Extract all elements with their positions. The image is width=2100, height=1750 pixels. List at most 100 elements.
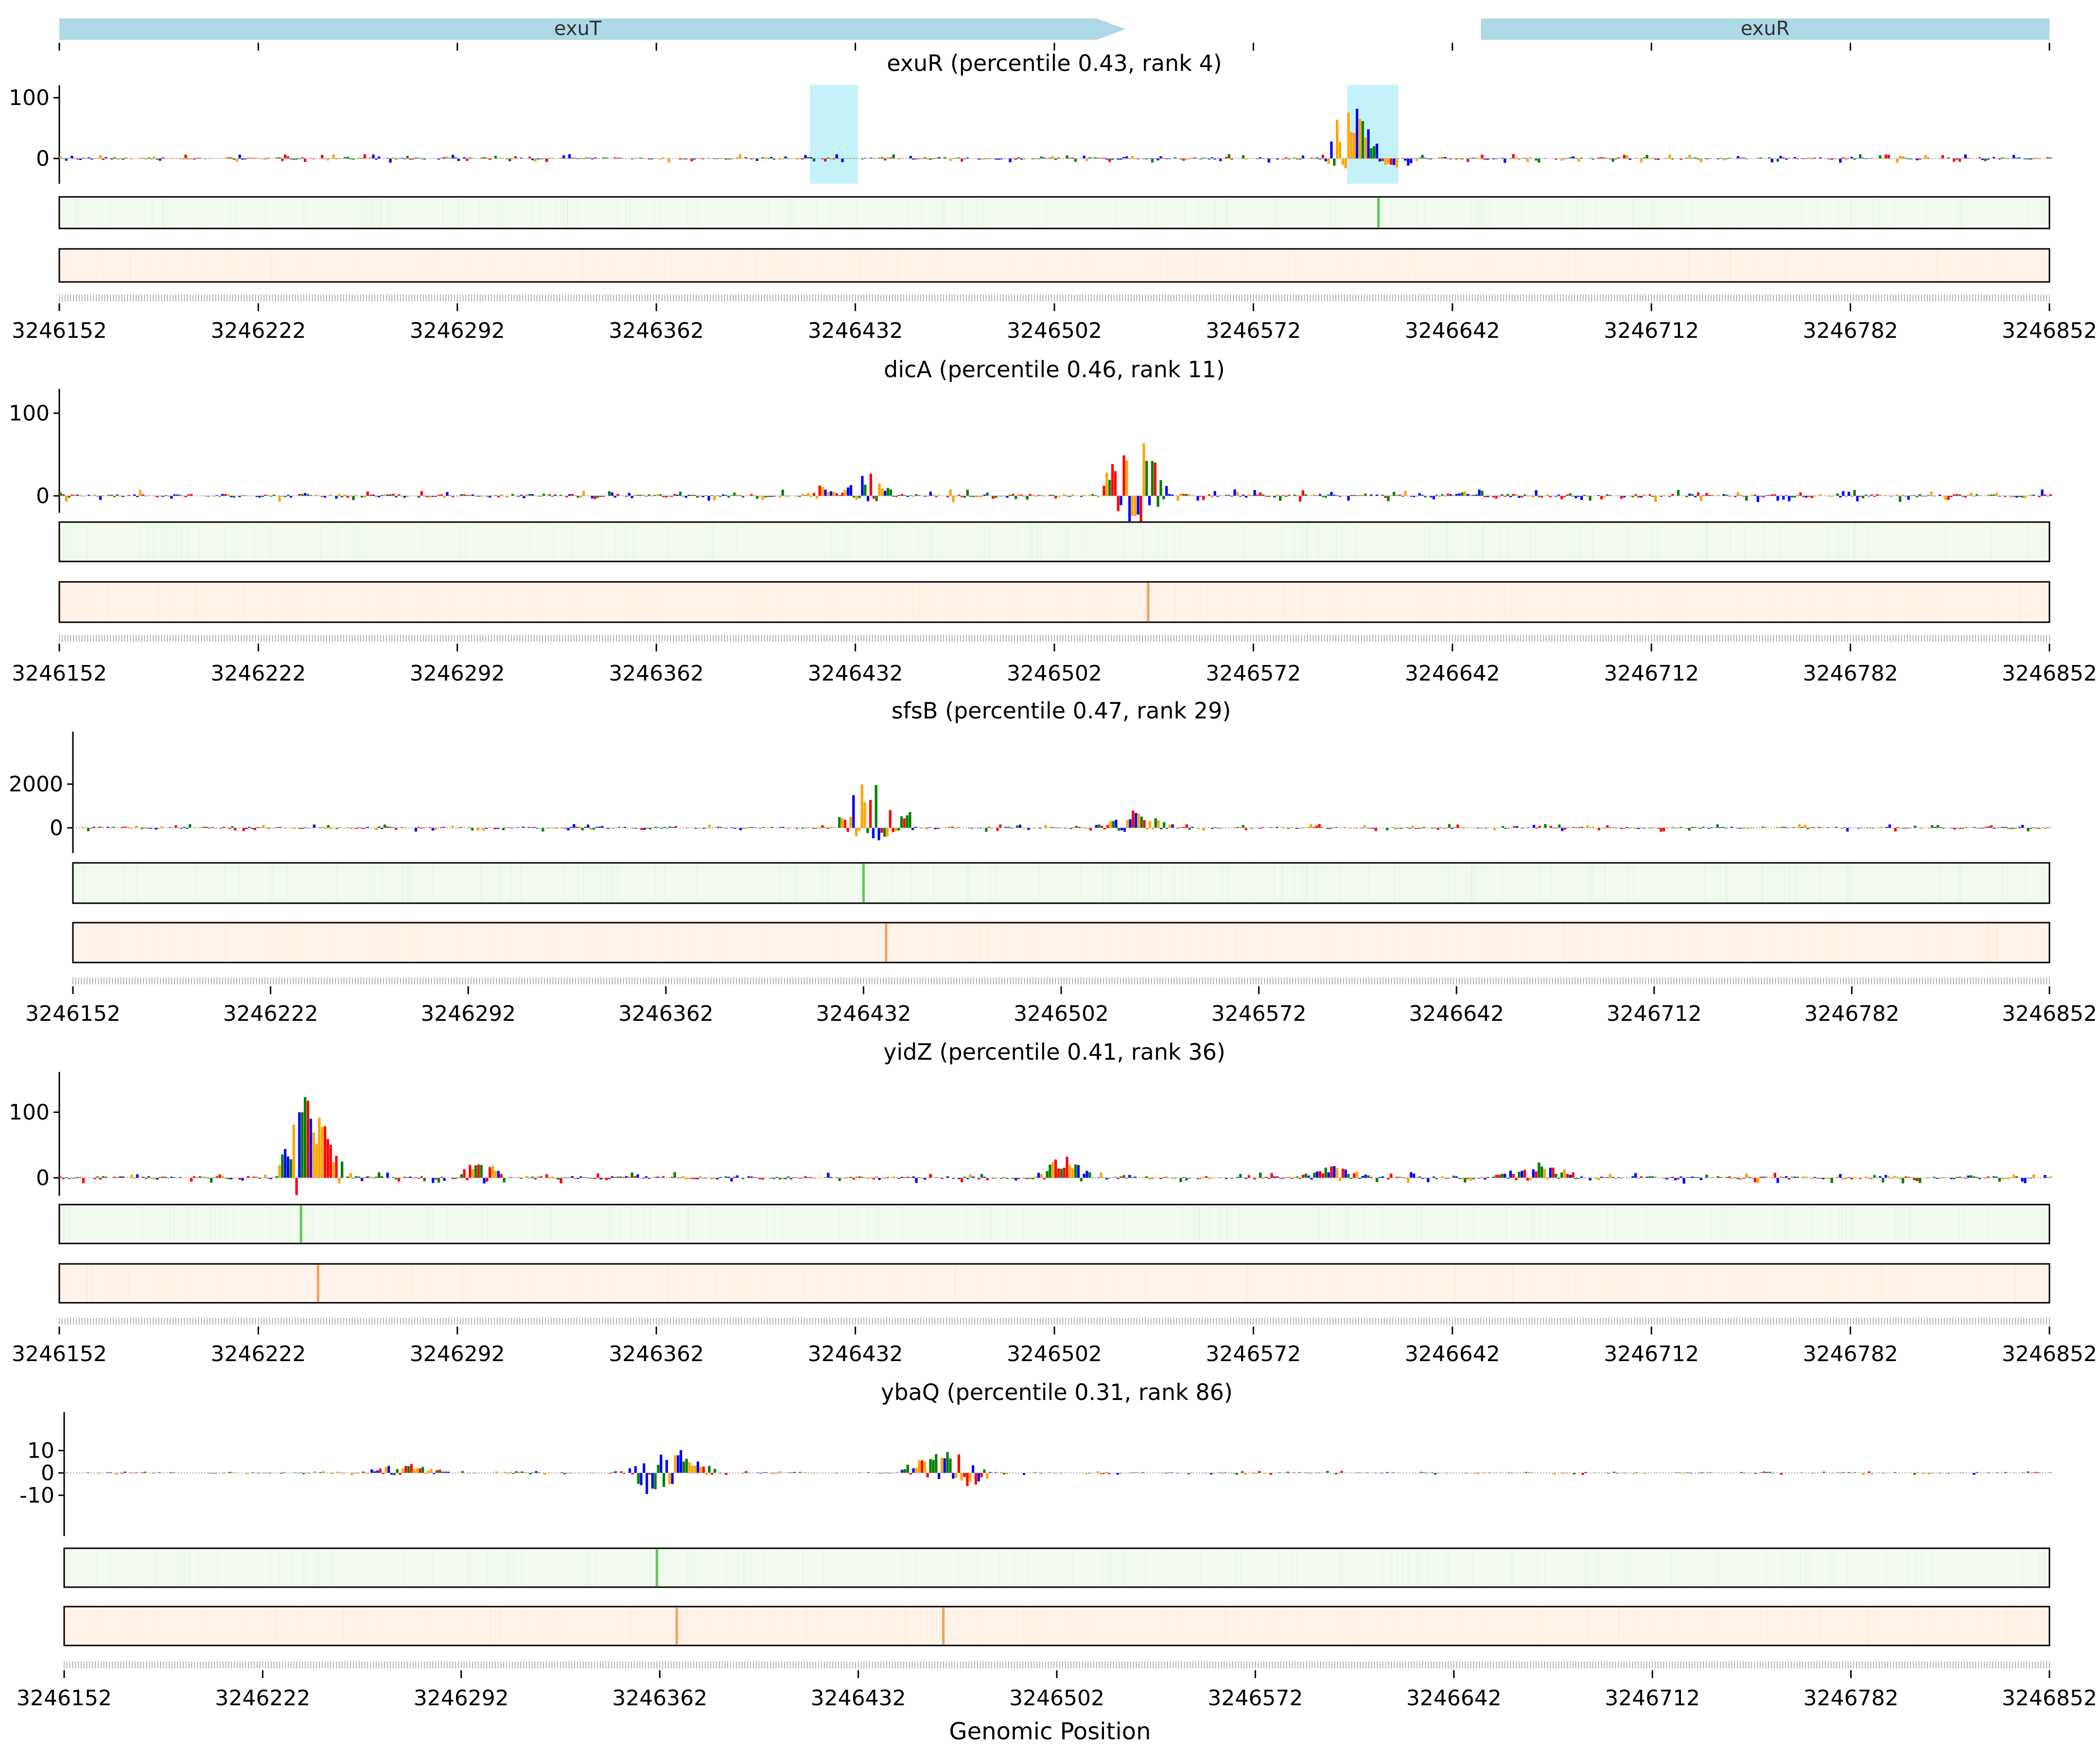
logo-bar xyxy=(872,828,875,839)
logo-bar xyxy=(679,1177,682,1178)
logo-bar xyxy=(229,1178,233,1180)
logo-bar xyxy=(1418,493,1421,496)
logo-bar xyxy=(628,492,630,496)
logo-bar xyxy=(587,824,590,828)
highlight-region xyxy=(810,85,858,184)
logo-bar xyxy=(1790,496,1794,498)
logo-bar xyxy=(290,827,293,828)
logo-bar xyxy=(1284,1177,1287,1178)
logo-bar xyxy=(1270,827,1273,828)
logo-bar xyxy=(1916,496,1919,497)
logo-bar xyxy=(1151,158,1154,163)
logo-bar xyxy=(2049,494,2052,496)
logo-bar xyxy=(528,493,531,496)
logo-bar xyxy=(489,1167,491,1178)
logo-bar xyxy=(452,1178,455,1179)
logo-bar xyxy=(1281,826,1284,828)
logo-bar xyxy=(727,1176,730,1178)
logo-bar xyxy=(1156,496,1159,507)
logo-bar xyxy=(667,158,670,163)
logo-bar xyxy=(244,158,247,159)
logo-bar xyxy=(1847,491,1851,496)
logo-bar xyxy=(804,495,807,496)
logo-bar xyxy=(1168,158,1171,159)
logo-bar xyxy=(969,496,972,497)
logo-bar xyxy=(389,158,392,163)
logo-bar xyxy=(912,496,915,497)
logo-bar xyxy=(1538,158,1540,163)
logo-bar xyxy=(1973,827,1976,828)
logo-bar xyxy=(1120,1176,1122,1178)
logo-bar xyxy=(699,1176,702,1178)
logo-bar xyxy=(1538,496,1540,497)
logo-bar xyxy=(755,158,759,161)
logo-bar xyxy=(480,1165,483,1178)
logo-bar xyxy=(400,827,403,828)
logo-bar xyxy=(363,154,367,158)
logo-bar xyxy=(161,496,164,497)
logo-bar xyxy=(1761,826,1764,828)
logo-bar xyxy=(1185,158,1188,160)
logo-bar xyxy=(1075,825,1078,828)
logo-bar xyxy=(1046,1171,1049,1178)
logo-bar xyxy=(474,1165,477,1178)
logo-bar xyxy=(1131,156,1134,158)
logo-bar xyxy=(1140,816,1143,828)
logo-bar xyxy=(702,828,705,829)
logo-bar xyxy=(284,154,287,158)
logo-bar xyxy=(295,1178,298,1195)
logo-bar xyxy=(1304,494,1307,496)
logo-bar xyxy=(1853,490,1856,496)
logo-bar xyxy=(1987,158,1990,160)
logo-bar xyxy=(1978,157,1981,158)
logo-bar xyxy=(1640,158,1643,163)
logo-bar xyxy=(1623,496,1626,498)
logo-bar xyxy=(1572,827,1575,828)
logo-bar xyxy=(1775,826,1778,828)
logo-bar xyxy=(832,158,836,159)
logo-bar xyxy=(824,490,827,496)
logo-bar xyxy=(852,496,856,498)
logo-bar xyxy=(1208,1178,1211,1179)
logo-bar xyxy=(790,1178,793,1180)
logo-bar xyxy=(212,496,216,497)
logo-bar xyxy=(375,828,378,831)
logo-bar xyxy=(1012,1178,1015,1179)
logo-bar xyxy=(1188,828,1191,830)
logo-bar xyxy=(1108,480,1111,496)
logo-bar xyxy=(1004,827,1008,828)
logo-bar xyxy=(1688,493,1691,496)
logo-bar xyxy=(141,1176,144,1178)
logo-bar xyxy=(1747,828,1750,829)
logo-bar xyxy=(1810,158,1813,159)
logo-bar xyxy=(1171,1178,1174,1179)
logo-bar xyxy=(1910,158,1913,159)
logo-bar xyxy=(409,158,412,160)
logo-bar xyxy=(901,1176,904,1178)
logo-bar xyxy=(1318,158,1322,160)
logo-bar xyxy=(1833,158,1836,159)
logo-bar xyxy=(1344,158,1347,169)
logo-bar xyxy=(1634,828,1637,829)
logo-bar xyxy=(136,496,139,497)
logo-bar xyxy=(1597,495,1600,496)
logo-bar xyxy=(904,495,907,496)
logo-bar xyxy=(1321,496,1325,497)
logo-bar xyxy=(1504,158,1506,163)
logo-bar xyxy=(932,494,935,496)
logo-bar xyxy=(306,494,310,496)
logo-bar xyxy=(1112,821,1115,828)
logo-bar xyxy=(335,1155,338,1178)
logo-bar xyxy=(1939,827,1942,828)
logo-bar xyxy=(437,158,440,160)
logo-bar xyxy=(1458,158,1461,159)
logo-bar xyxy=(1111,158,1114,160)
logo-bar xyxy=(1244,158,1248,160)
logo-bar xyxy=(338,158,341,159)
logo-bar xyxy=(1350,495,1353,496)
logo-bar xyxy=(250,828,254,829)
logo-bar xyxy=(1157,820,1160,828)
logo-bar xyxy=(321,1127,324,1178)
logo-bar xyxy=(1182,158,1185,161)
logo-bar xyxy=(724,1176,727,1178)
